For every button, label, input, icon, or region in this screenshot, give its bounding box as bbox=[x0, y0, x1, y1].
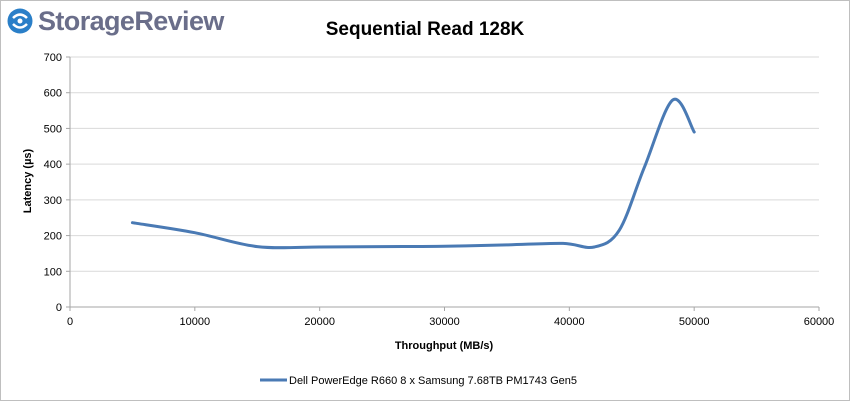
y-axis-label: Latency (µs) bbox=[22, 148, 34, 213]
series-line bbox=[130, 97, 696, 250]
x-axis-label: Throughput (MB/s) bbox=[395, 340, 494, 352]
series-layer bbox=[130, 97, 696, 250]
y-tick-label: 100 bbox=[44, 266, 62, 278]
x-tick-label: 40000 bbox=[554, 316, 585, 328]
x-tick-label: 0 bbox=[67, 316, 73, 328]
y-tick-label: 0 bbox=[56, 302, 62, 314]
legend-label: Dell PowerEdge R660 8 x Samsung 7.68TB P… bbox=[289, 375, 577, 387]
y-tick-label: 300 bbox=[44, 195, 62, 207]
x-tick-label: 50000 bbox=[679, 316, 710, 328]
x-tick-label: 60000 bbox=[804, 316, 835, 328]
gridlines bbox=[70, 56, 819, 272]
y-tick-label: 700 bbox=[44, 52, 62, 64]
y-tick-label: 400 bbox=[44, 159, 62, 171]
x-tick-label: 30000 bbox=[429, 316, 460, 328]
legend: Dell PowerEdge R660 8 x Samsung 7.68TB P… bbox=[260, 375, 577, 387]
logo-text: StorageReview bbox=[38, 5, 224, 36]
chart-title: Sequential Read 128K bbox=[326, 19, 525, 40]
logo-mark-icon bbox=[7, 8, 33, 34]
y-tick-label: 600 bbox=[44, 88, 62, 100]
y-tick-label: 200 bbox=[44, 231, 62, 243]
axes: 0 100 200 300 400 500 600 700 0 10000 20000 30000 40… bbox=[44, 52, 835, 328]
storagereview-logo: StorageReview bbox=[7, 5, 224, 37]
x-tick-label: 10000 bbox=[180, 316, 211, 328]
x-tick-label: 20000 bbox=[304, 316, 335, 328]
y-tick-label: 500 bbox=[44, 123, 62, 135]
